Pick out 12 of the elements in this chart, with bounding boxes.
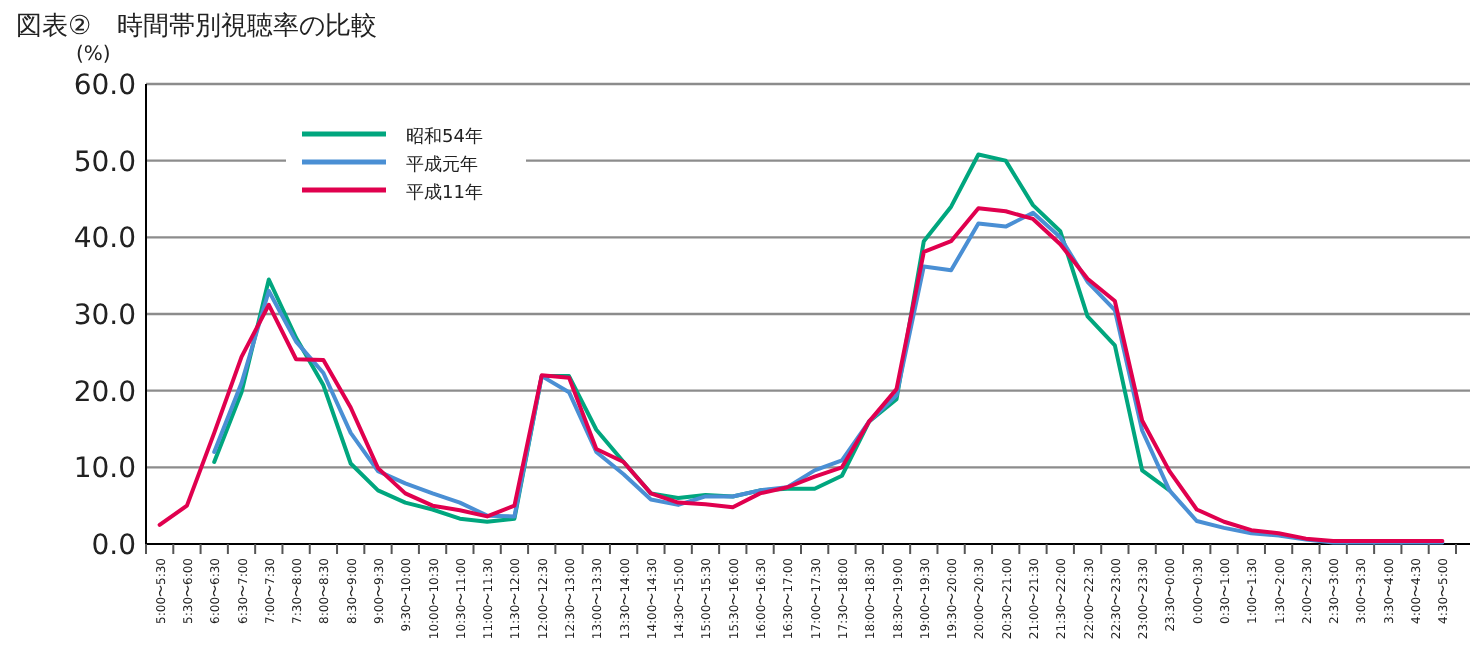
y-axis-title: (%) (76, 44, 111, 66)
y-tick-label: 0.0 (91, 530, 136, 562)
y-tick-label: 30.0 (73, 300, 136, 332)
y-tick-label: 20.0 (73, 376, 136, 409)
y-tick-label: 40.0 (73, 223, 136, 256)
y-tick-label: 10.0 (73, 453, 136, 486)
y-tick-label: 50.0 (73, 146, 136, 179)
legend-label: 平成元年 (406, 154, 478, 176)
chart-title: 図表② 時間帯別視聴率の比較 (16, 10, 378, 42)
legend-label: 昭和54年 (406, 126, 483, 148)
legend-label: 平成11年 (406, 182, 483, 204)
y-tick-label: 60.0 (73, 70, 136, 102)
